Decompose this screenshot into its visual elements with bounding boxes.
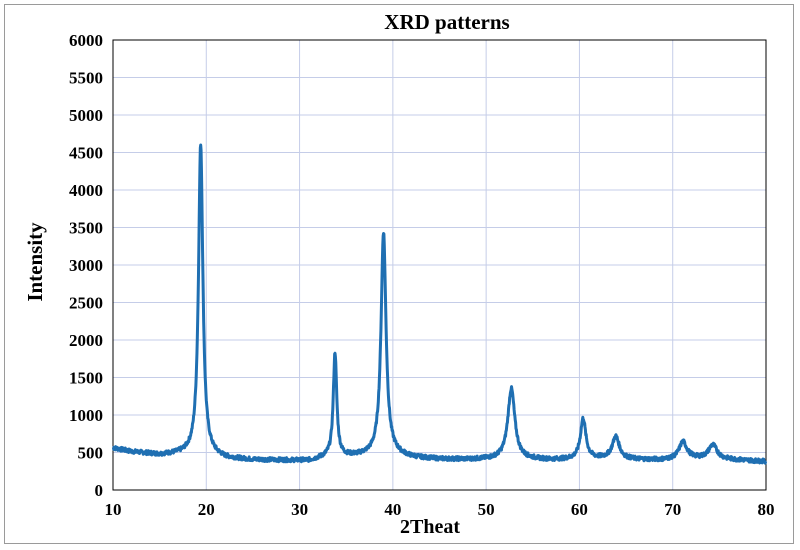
grid-lines: [112, 39, 767, 491]
y-tick-label: 3000: [69, 256, 103, 275]
y-tick-labels: 0 500 1000 1500 2000 2500 3000 3500 4000 4500 5000…: [69, 31, 103, 500]
x-tick-label: 30: [291, 500, 308, 519]
y-tick-label: 4000: [69, 181, 103, 200]
y-tick-label: 3500: [69, 219, 103, 238]
y-tick-label: 6000: [69, 31, 103, 50]
x-tick-label: 40: [384, 500, 401, 519]
y-tick-label: 500: [78, 444, 104, 463]
y-tick-label: 4500: [69, 144, 103, 163]
y-tick-label: 5000: [69, 106, 103, 125]
chart-title: XRD patterns: [384, 10, 509, 34]
y-axis-label: Intensity: [23, 222, 47, 302]
plot-area-border: [112, 39, 767, 491]
y-tick-label: 0: [95, 481, 104, 500]
x-tick-labels: 10 20 30 40 50 60 70 80: [105, 500, 775, 519]
x-tick-label: 10: [105, 500, 122, 519]
y-tick-label: 1000: [69, 406, 103, 425]
y-tick-label: 1500: [69, 369, 103, 388]
intensity-series-line: [111, 143, 768, 465]
x-tick-label: 20: [198, 500, 215, 519]
y-tick-label: 2500: [69, 294, 103, 313]
x-tick-label: 70: [664, 500, 681, 519]
x-tick-label: 80: [758, 500, 775, 519]
x-tick-label: 50: [478, 500, 495, 519]
y-tick-label: 5500: [69, 69, 103, 88]
y-tick-label: 2000: [69, 331, 103, 350]
x-axis-label: 2Theat: [400, 516, 460, 538]
x-tick-label: 60: [571, 500, 588, 519]
chart-frame: [4, 4, 794, 544]
